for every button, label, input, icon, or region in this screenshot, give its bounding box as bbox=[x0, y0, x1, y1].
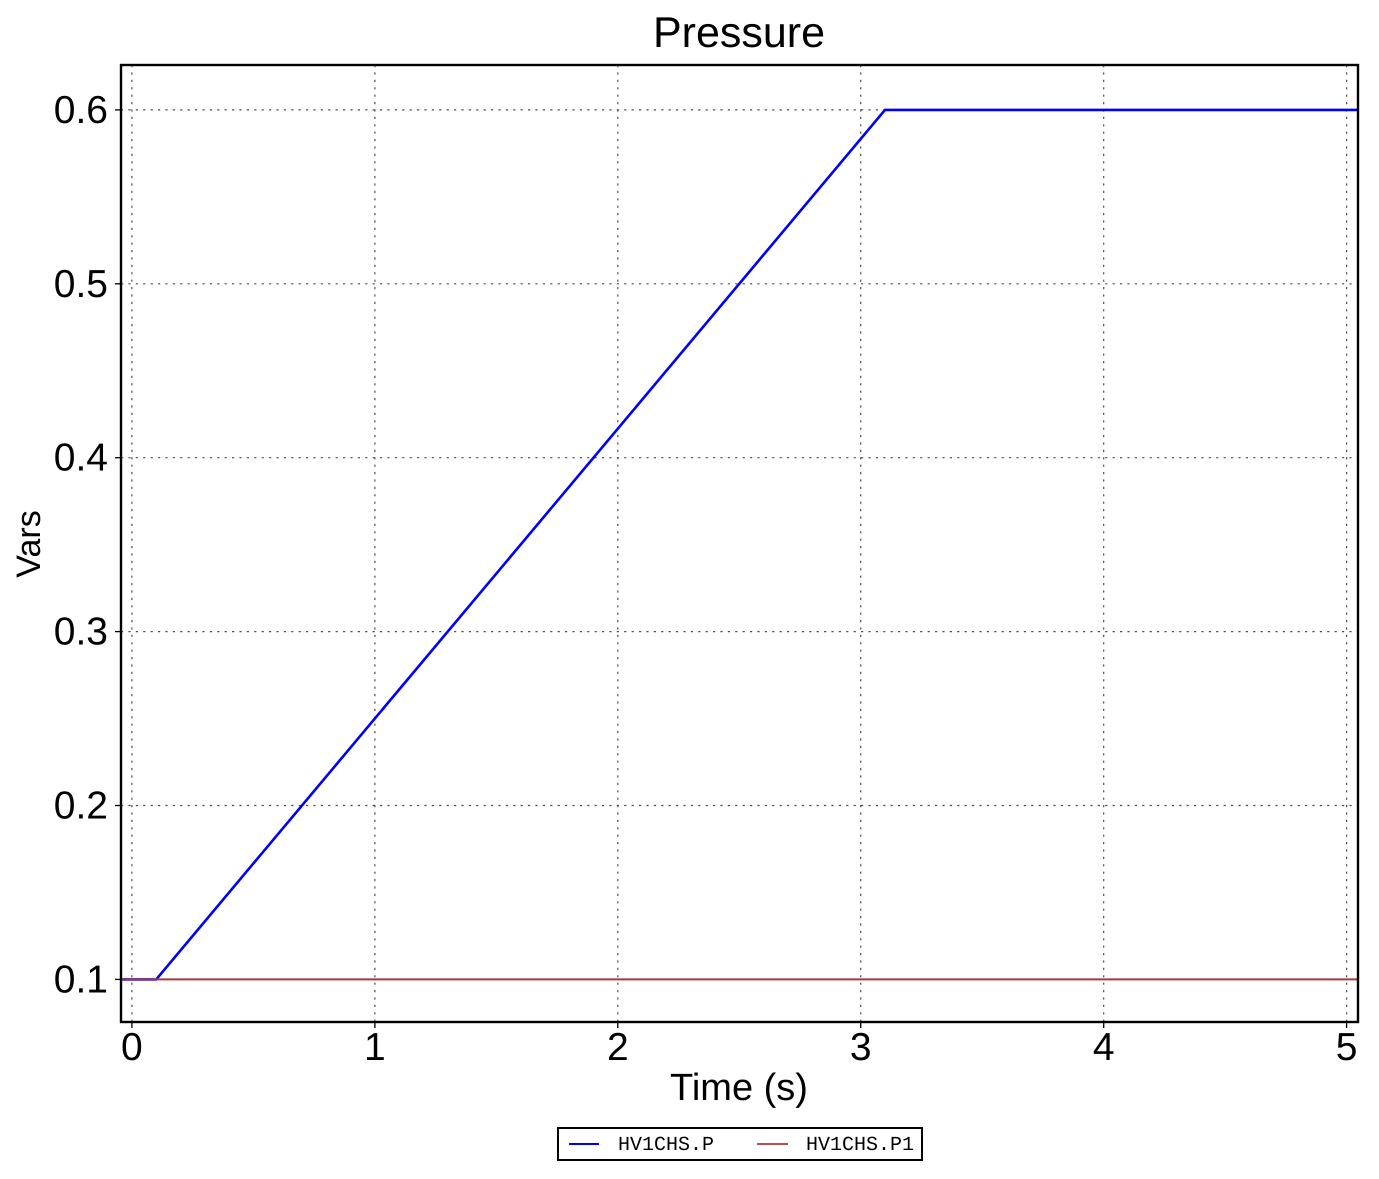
svg-text:HV1CHS.P1: HV1CHS.P1 bbox=[806, 1134, 914, 1157]
svg-text:2: 2 bbox=[607, 1026, 629, 1069]
svg-text:3: 3 bbox=[850, 1026, 872, 1069]
svg-text:0.3: 0.3 bbox=[54, 611, 108, 654]
svg-text:0.6: 0.6 bbox=[54, 89, 108, 132]
svg-text:5: 5 bbox=[1336, 1026, 1358, 1069]
svg-text:0.2: 0.2 bbox=[54, 785, 108, 828]
svg-text:0: 0 bbox=[121, 1026, 143, 1069]
svg-text:0.4: 0.4 bbox=[54, 437, 108, 480]
svg-text:HV1CHS.P: HV1CHS.P bbox=[618, 1134, 714, 1157]
svg-text:0.5: 0.5 bbox=[54, 263, 108, 306]
svg-text:4: 4 bbox=[1093, 1026, 1115, 1069]
svg-text:1: 1 bbox=[364, 1026, 386, 1069]
svg-text:0.1: 0.1 bbox=[54, 958, 108, 1001]
svg-text:Pressure: Pressure bbox=[653, 9, 825, 57]
svg-text:Vars: Vars bbox=[10, 510, 48, 577]
svg-text:Time (s): Time (s) bbox=[670, 1067, 808, 1109]
